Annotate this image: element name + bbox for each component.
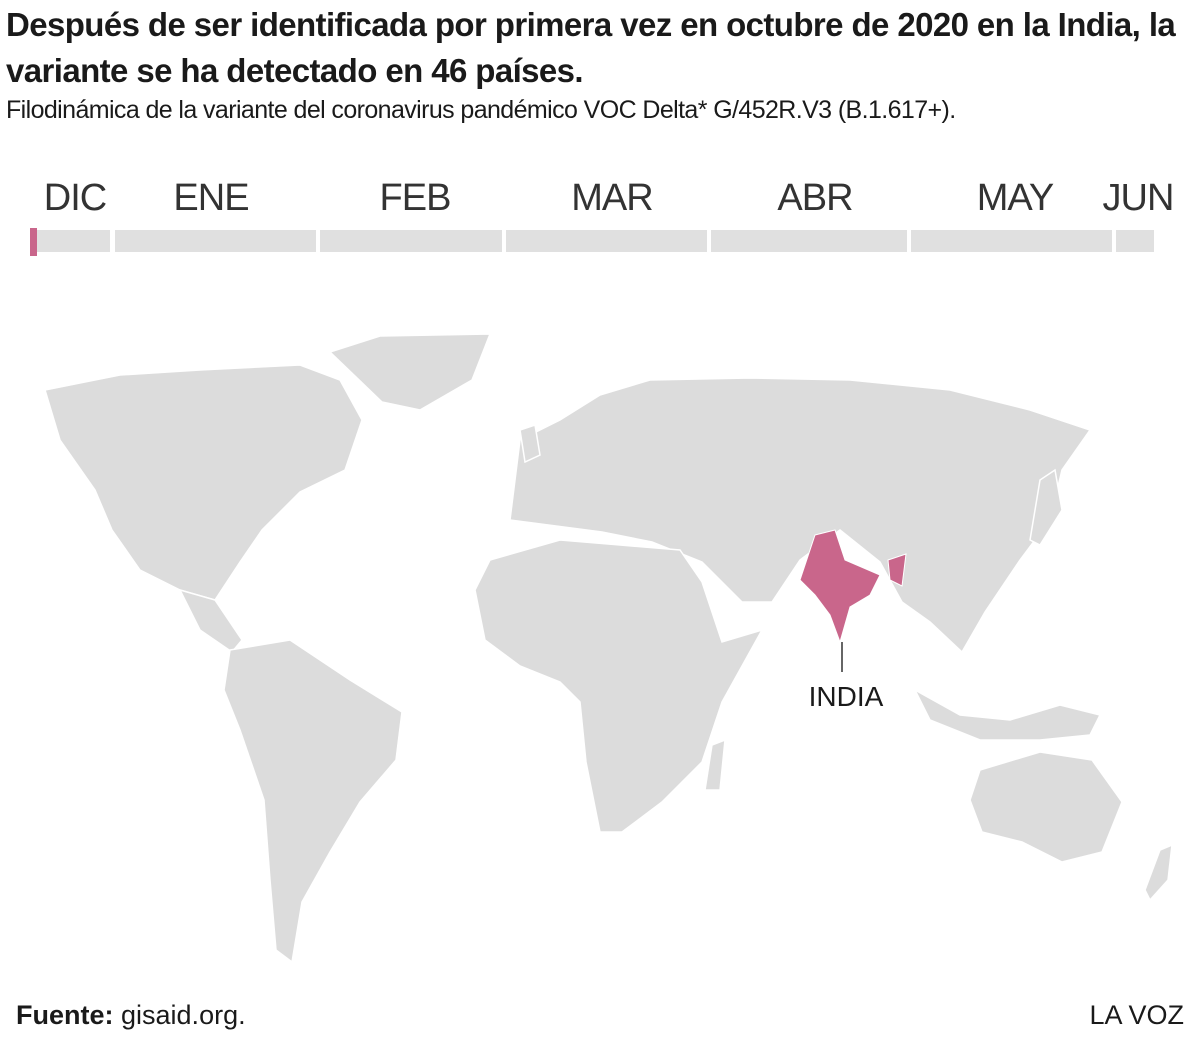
timeline-segment xyxy=(711,230,907,252)
month-label: ABR xyxy=(777,177,852,219)
timeline-segment xyxy=(506,230,707,252)
world-map: INDIA xyxy=(44,333,1173,964)
africa xyxy=(474,539,764,833)
brand: LA VOZ xyxy=(1089,1000,1184,1030)
new-zealand xyxy=(1144,843,1173,902)
india xyxy=(799,529,881,644)
month-label: FEB xyxy=(380,177,451,219)
source: Fuente: gisaid.org. xyxy=(16,1000,246,1031)
australia xyxy=(969,751,1123,863)
greenland xyxy=(328,333,492,411)
timeline-segment xyxy=(320,230,502,252)
title: Después de ser identificada por primera … xyxy=(6,6,1176,89)
central-america xyxy=(178,588,243,654)
north-america xyxy=(44,364,363,601)
timeline-segment xyxy=(1116,230,1154,252)
uk xyxy=(519,424,541,464)
indonesia xyxy=(913,688,1102,741)
south-america xyxy=(223,639,403,964)
source-label: Fuente: xyxy=(16,1000,114,1030)
japan xyxy=(1029,468,1063,546)
month-label: DIC xyxy=(44,177,106,219)
month-label: ENE xyxy=(173,177,248,219)
india-northeast xyxy=(887,553,907,587)
timeline-marker xyxy=(30,228,37,256)
month-label: JUN xyxy=(1103,177,1174,219)
map-label: INDIA xyxy=(809,681,884,712)
timeline-segment xyxy=(911,230,1112,252)
source-text: gisaid.org. xyxy=(121,1000,246,1030)
timeline-segment xyxy=(115,230,316,252)
timeline: DIC ENE FEB MAR ABR MAY JUN xyxy=(30,177,1174,256)
timeline-segment xyxy=(30,230,110,252)
month-label: MAR xyxy=(571,177,652,219)
eurasia xyxy=(509,377,1092,654)
subtitle: Filodinámica de la variante del coronavi… xyxy=(6,96,956,124)
madagascar xyxy=(704,738,726,791)
month-label: MAY xyxy=(977,177,1054,219)
